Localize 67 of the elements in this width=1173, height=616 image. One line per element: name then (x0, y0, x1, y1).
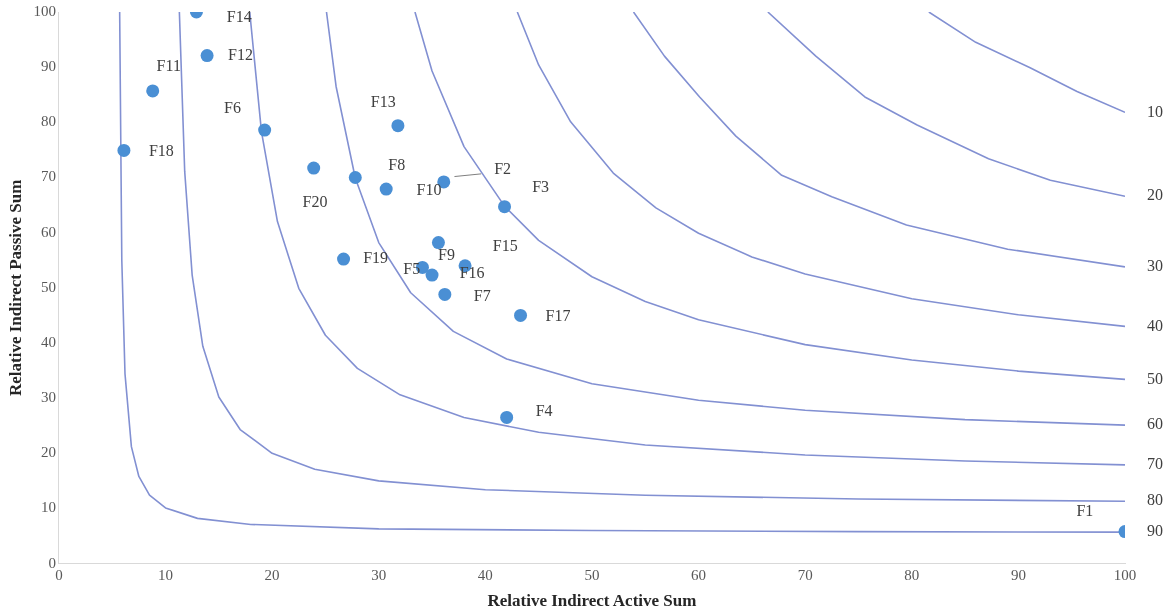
data-label: F5 (403, 260, 421, 278)
y-tick-label: 60 (40, 223, 56, 240)
data-label: F20 (302, 193, 328, 211)
data-label: F16 (459, 263, 485, 281)
x-tick-label: 50 (584, 566, 600, 583)
series-label: 50 (1147, 369, 1163, 387)
point (514, 308, 528, 322)
y-tick-label: 50 (40, 278, 56, 295)
point (258, 123, 272, 137)
point (146, 84, 160, 98)
x-tick-label: 30 (371, 566, 387, 583)
point (425, 268, 439, 282)
data-label: F15 (492, 237, 518, 255)
x-tick-label: 90 (1010, 566, 1026, 583)
data-label: F4 (535, 402, 553, 420)
point (438, 287, 452, 301)
point (391, 119, 405, 133)
point (337, 252, 351, 266)
y-tick-label: 40 (40, 333, 56, 350)
data-label: F11 (156, 57, 181, 75)
point (500, 410, 514, 424)
series-label: 20 (1147, 186, 1163, 204)
data-label: F6 (224, 98, 242, 116)
data-label: F9 (438, 246, 455, 264)
data-label: F17 (545, 306, 571, 324)
x-tick-label: 80 (904, 566, 920, 583)
point (348, 170, 362, 184)
y-tick-label: 30 (40, 389, 56, 406)
series-label: 40 (1147, 316, 1163, 334)
point (117, 143, 131, 157)
data-label: F1 (1076, 501, 1094, 519)
y-tick-label: 90 (40, 58, 56, 75)
x-tick-label: 100 (1113, 566, 1137, 583)
x-tick-label: 70 (797, 566, 813, 583)
point (200, 49, 214, 63)
point (307, 161, 321, 175)
point (379, 182, 393, 196)
data-label: F10 (416, 180, 442, 198)
x-tick-label: 60 (691, 566, 707, 583)
y-tick-label: 0 (48, 554, 56, 571)
data-label: F18 (148, 141, 174, 159)
y-tick-label: 80 (40, 113, 56, 130)
x-tick-label: 40 (477, 566, 493, 583)
data-label: F3 (532, 178, 550, 196)
data-label: F12 (228, 45, 253, 63)
series-label: 70 (1147, 455, 1163, 473)
x-tick-label: 10 (158, 566, 174, 583)
x-tick-label: 20 (264, 566, 280, 583)
series-label: 80 (1147, 491, 1163, 509)
y-tick-label: 10 (40, 499, 56, 516)
data-label: F8 (388, 155, 406, 173)
series-label: 90 (1147, 522, 1163, 540)
series-label: 30 (1147, 257, 1163, 275)
y-tick-label: 20 (40, 444, 56, 461)
data-label: F13 (370, 93, 396, 111)
y-tick-label: 70 (40, 168, 56, 185)
series-label: 60 (1147, 415, 1163, 433)
data-label: F7 (473, 287, 491, 305)
y-axis-title: Relative Indirect Passive Sum (5, 179, 25, 397)
data-label: F19 (363, 249, 389, 267)
data-label: F14 (226, 7, 252, 25)
y-tick-label: 100 (33, 2, 56, 19)
x-axis-title: Relative Indirect Active Sum (487, 591, 697, 611)
series-label: 10 (1147, 102, 1163, 120)
point (498, 200, 512, 214)
point (431, 236, 445, 250)
data-label: F2 (494, 160, 512, 178)
